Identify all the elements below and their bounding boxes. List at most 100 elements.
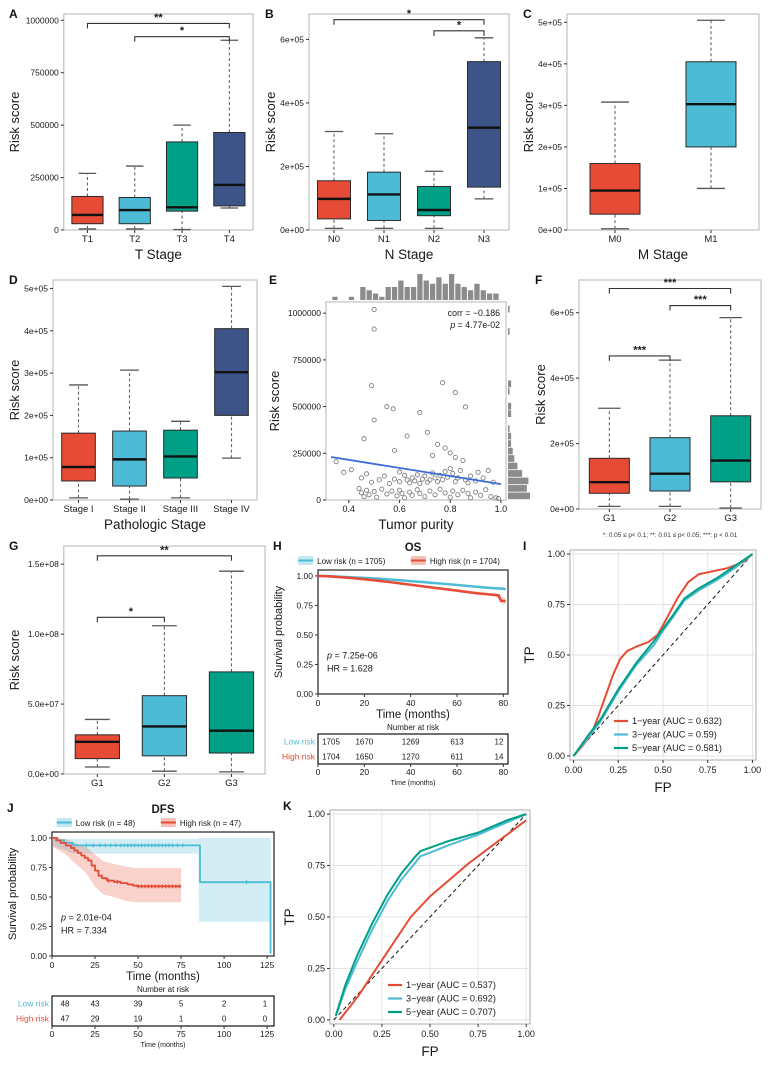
svg-text:Risk score: Risk score [268,371,282,432]
svg-text:5−year (AUC = 0.581): 5−year (AUC = 0.581) [632,743,722,753]
svg-text:M1: M1 [704,234,717,245]
km-os-chart: OS Low risk (n = 1705) High risk (n = 1704… [273,542,509,787]
svg-text:0.25: 0.25 [296,659,313,669]
svg-text:0.25: 0.25 [610,765,628,775]
svg-text:0.50: 0.50 [307,912,325,922]
panel-letter-j: J [7,801,14,815]
svg-text:5−year (AUC = 0.707): 5−year (AUC = 0.707) [406,1007,496,1017]
svg-text:Low risk (n = 1705): Low risk (n = 1705) [317,557,386,566]
svg-text:**: ** [154,12,163,24]
svg-text:N0: N0 [328,234,340,245]
svg-text:2e+05: 2e+05 [550,439,574,449]
svg-text:G1: G1 [603,513,616,524]
roc-dfs-chart: 0.000.00 0.25 0.25 0.50 0.50 0.75 0.75 1.00 1.00… [282,809,535,1059]
panel-km-dfs: J DFS Low risk (n = 48) High risk (n = 47)… [6,800,284,1064]
panel-boxplot-pathologic-stage: D 0e+00 1e+05 2e+05 3e+05 4e+05 5e+05 Stage I S… [8,272,264,536]
panel-roc-os: I 0.00 0.00 0.25 0.25 0.50 0.50 0.75 0.75 1.00 1.… [522,538,768,800]
svg-text:0.75: 0.75 [699,765,717,775]
svg-text:0.00: 0.00 [296,689,313,699]
svg-text:0.4: 0.4 [343,504,356,514]
svg-text:Time (months): Time (months) [141,1042,186,1049]
svg-text:0.50: 0.50 [296,630,313,640]
svg-text:G3: G3 [225,778,238,789]
svg-text:39: 39 [134,1000,143,1009]
svg-text:1e+05: 1e+05 [538,183,562,193]
svg-text:0.00: 0.00 [307,1015,325,1025]
svg-text:0: 0 [50,1029,55,1039]
panel-km-os: H OS Low risk (n = 1705) High risk (n = 17… [272,538,518,800]
svg-text:Time (months): Time (months) [126,971,200,983]
svg-text:N3: N3 [478,234,490,245]
svg-text:6e+05: 6e+05 [550,308,574,318]
svg-text:250000: 250000 [30,173,59,183]
svg-text:4e+05: 4e+05 [24,326,48,336]
svg-text:611: 611 [451,753,464,762]
svg-text:Time (months): Time (months) [391,780,436,787]
svg-text:25: 25 [90,1029,100,1039]
svg-text:2: 2 [222,1000,227,1009]
svg-text:750000: 750000 [293,355,322,365]
svg-text:0.00: 0.00 [30,951,47,961]
svg-text:0.75: 0.75 [307,861,325,871]
svg-text:0.50: 0.50 [654,765,672,775]
svg-text:*: * [407,8,412,20]
svg-text:p = 4.77e-02: p = 4.77e-02 [449,320,500,330]
panel-boxplot-n-stage: B 0e+00 2e+05 4e+05 6e+05 N0 N1 N2 N3 * * N Stage R… [264,6,516,266]
svg-text:M0: M0 [608,234,621,245]
svg-text:*: 0.05 ≤ p< 0.1; **: 0.01 ≤: *: 0.05 ≤ p< 0.1; **: 0.01 ≤ p< 0.05; **… [603,532,738,539]
svg-text:T Stage: T Stage [135,247,182,262]
svg-text:N Stage: N Stage [385,247,434,262]
svg-text:1.00: 1.00 [307,809,325,819]
svg-text:50: 50 [133,960,143,970]
panel-letter-i: I [523,539,527,553]
svg-text:T4: T4 [224,234,235,245]
svg-text:0.25: 0.25 [30,921,47,931]
svg-text:Time (months): Time (months) [376,709,450,721]
svg-text:100: 100 [217,1029,231,1039]
svg-text:1.5e+08: 1.5e+08 [28,559,59,569]
svg-text:1.00: 1.00 [517,1029,535,1039]
svg-text:5.0e+07: 5.0e+07 [28,699,59,709]
svg-text:60: 60 [452,767,462,777]
svg-text:43: 43 [91,1000,100,1009]
svg-text:25: 25 [90,960,100,970]
svg-text:Stage II: Stage II [113,504,146,515]
svg-text:0: 0 [50,960,55,970]
svg-text:0.50: 0.50 [30,892,47,902]
svg-text:***: *** [664,277,678,289]
panel-boxplot-grade-risk2: G 0.0e+00 5.0e+07 1.0e+08 1.5e+08 G1 G2 G3 * ** R… [8,538,272,796]
svg-text:750000: 750000 [30,68,59,78]
svg-text:Risk score: Risk score [8,630,22,691]
svg-text:2e+05: 2e+05 [24,410,48,420]
svg-text:0.8: 0.8 [444,504,457,514]
svg-text:80: 80 [499,698,509,708]
svg-text:High risk: High risk [282,752,316,762]
svg-text:1670: 1670 [355,738,373,747]
svg-text:40: 40 [406,698,416,708]
svg-text:***: *** [633,344,647,356]
svg-text:N1: N1 [378,234,390,245]
svg-text:80: 80 [499,767,509,777]
svg-text:T2: T2 [129,234,140,245]
svg-text:1269: 1269 [402,738,420,747]
svg-text:Stage IV: Stage IV [213,504,250,515]
svg-text:G3: G3 [724,513,737,524]
svg-text:High risk (n = 1704): High risk (n = 1704) [430,557,500,566]
svg-text:4e+05: 4e+05 [538,59,562,69]
svg-text:FP: FP [421,1044,438,1059]
svg-text:Survival probability: Survival probability [273,585,285,678]
svg-text:6e+05: 6e+05 [280,34,304,44]
svg-text:Stage III: Stage III [163,504,198,515]
svg-text:250000: 250000 [293,448,322,458]
svg-text:0.75: 0.75 [547,600,565,610]
panel-letter-e: E [269,273,278,287]
svg-text:0.75: 0.75 [296,600,313,610]
panel-letter-b: B [265,7,274,21]
svg-text:500000: 500000 [30,120,59,130]
svg-text:T1: T1 [82,234,93,245]
svg-text:1−year (AUC = 0.537): 1−year (AUC = 0.537) [406,980,496,990]
svg-text:0e+00: 0e+00 [550,504,574,514]
svg-text:20: 20 [360,698,370,708]
svg-text:50: 50 [133,1029,143,1039]
svg-text:1−year (AUC = 0.632): 1−year (AUC = 0.632) [632,716,722,726]
